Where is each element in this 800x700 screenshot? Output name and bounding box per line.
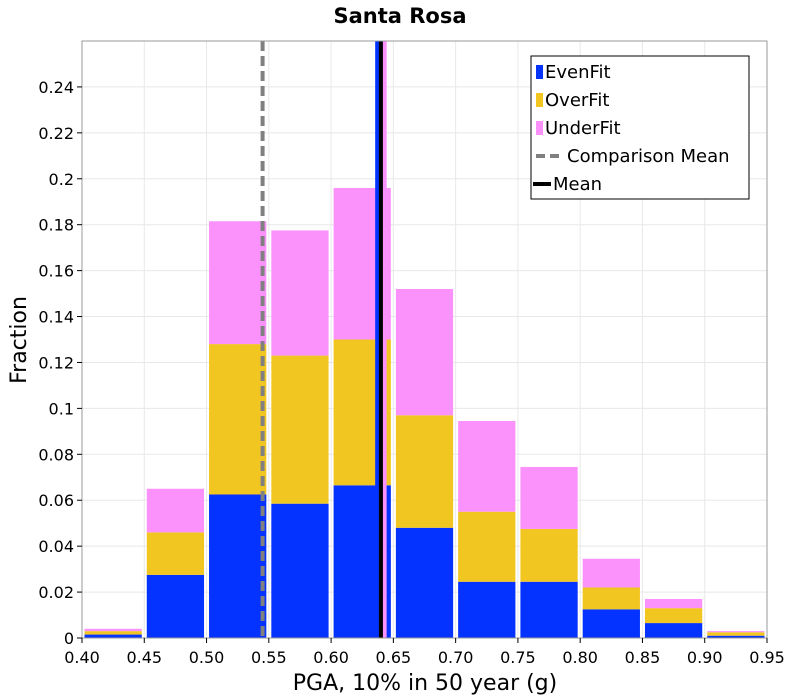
y-tick-label: 0 (64, 629, 74, 648)
plot-border (81, 40, 768, 639)
y-tick-label: 0.12 (38, 353, 74, 372)
x-tick-label: 0.70 (438, 648, 474, 667)
x-tick-label: 0.65 (376, 648, 412, 667)
bar-underfit (458, 421, 516, 512)
y-tick-label: 0.06 (38, 491, 74, 510)
y-tick-label: 0.02 (38, 583, 74, 602)
bar-overfit (395, 415, 454, 528)
bar-underfit (146, 488, 205, 533)
legend-box (530, 55, 750, 200)
bar-evenfit (84, 634, 142, 638)
y-tick-label: 0.08 (38, 445, 74, 464)
bar-underfit (520, 466, 578, 529)
x-tick-label: 0.50 (189, 648, 225, 667)
x-axis-ticks: 0.40 0.45 0.50 0.55 0.60 0.65 0.70 0.75 0.80 0.85… (64, 638, 785, 667)
legend-comparison-mean-label: Comparison Mean (567, 146, 730, 167)
bar-overfit (644, 608, 703, 624)
legend-underfit-swatch (536, 121, 543, 135)
bar-underfit (209, 221, 267, 345)
y-tick-label: 0.18 (38, 216, 74, 235)
bar-evenfit (458, 581, 516, 638)
bar-overfit (271, 355, 329, 504)
bar-evenfit (644, 623, 703, 638)
x-tick-label: 0.75 (500, 648, 536, 667)
y-axis-ticks: 0 0.02 0.04 0.06 0.08 0.1 0.12 0.14 0.16 0.18 0.2 0… (38, 78, 82, 648)
x-tick-label: 0.55 (251, 648, 287, 667)
bar-underfit (84, 628, 142, 632)
y-axis-label: Fraction (7, 296, 32, 384)
y-tick-label: 0.22 (38, 124, 74, 143)
y-tick-label: 0.14 (38, 308, 74, 327)
legend-overfit-swatch (536, 93, 543, 107)
bar-overfit (520, 528, 578, 582)
legend-evenfit-label: EvenFit (545, 62, 611, 83)
x-tick-label: 0.45 (126, 648, 162, 667)
x-tick-label: 0.60 (313, 648, 349, 667)
bars (84, 187, 765, 638)
x-tick-label: 0.85 (625, 648, 661, 667)
legend-overfit-label: OverFit (545, 90, 609, 111)
bar-underfit (395, 288, 454, 416)
bar-evenfit (146, 574, 205, 638)
bar-overfit (84, 631, 142, 635)
bar-evenfit (271, 503, 329, 638)
x-tick-label: 0.95 (749, 648, 785, 667)
bar-underfit (707, 631, 765, 633)
plot-frame (81, 40, 768, 639)
bar-evenfit (520, 581, 578, 638)
bar-underfit (271, 230, 329, 356)
chart-title: Santa Rosa (333, 4, 466, 28)
bar-overfit (458, 511, 516, 582)
y-tick-label: 0.2 (49, 170, 74, 189)
x-tick-label: 0.80 (562, 648, 598, 667)
y-tick-label: 0.1 (49, 399, 74, 418)
legend-underfit-label: UnderFit (545, 118, 621, 139)
bar-evenfit (209, 494, 267, 638)
y-tick-label: 0.16 (38, 262, 74, 281)
bar-evenfit (395, 527, 454, 638)
bar-overfit (209, 344, 267, 495)
bar-underfit (644, 598, 703, 609)
bar-overfit (707, 632, 765, 636)
bar-overfit (582, 587, 640, 610)
mean-lines (260, 41, 387, 638)
x-tick-label: 0.90 (687, 648, 723, 667)
bar-evenfit (582, 609, 640, 638)
bar-overfit (146, 532, 205, 575)
legend: EvenFit OverFit UnderFit Comparison Mean Mea… (530, 55, 750, 200)
x-axis-label: PGA, 10% in 50 year (g) (293, 671, 557, 696)
bar-underfit (582, 558, 640, 588)
x-tick-label: 0.40 (64, 648, 100, 667)
legend-mean-label: Mean (553, 174, 602, 195)
y-tick-label: 0.24 (38, 78, 74, 97)
y-tick-label: 0.04 (38, 537, 74, 556)
legend-evenfit-swatch (536, 65, 543, 79)
bar-evenfit (707, 635, 765, 638)
